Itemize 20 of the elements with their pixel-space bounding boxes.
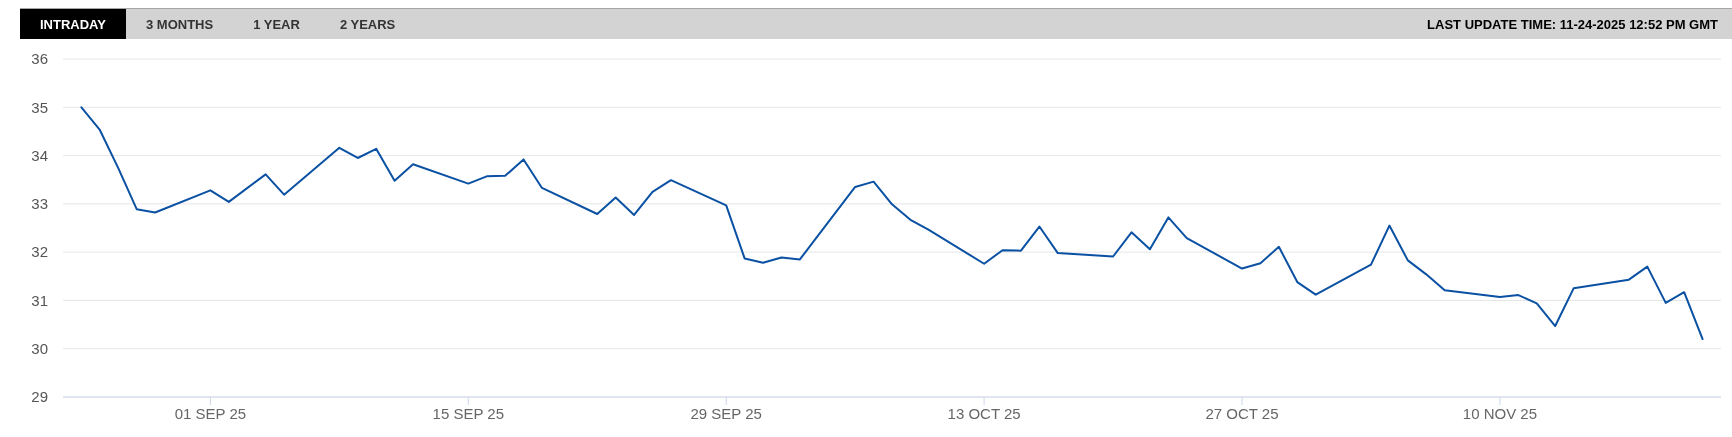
x-tick-label: 13 OCT 25: [947, 404, 1021, 422]
x-tick-label: 01 SEP 25: [174, 404, 247, 422]
y-tick-label: 30: [31, 340, 48, 358]
y-tick-label: 36: [31, 50, 48, 68]
x-tick-label: 15 SEP 25: [432, 404, 505, 422]
y-tick-label: 33: [31, 195, 48, 213]
y-tick-label: 35: [31, 98, 48, 116]
text: 2 YEARS: [338, 15, 397, 34]
tab: INTRADAY: [20, 9, 126, 39]
y-tick-label: 31: [31, 291, 48, 309]
y-tick-label: 29: [31, 388, 48, 406]
text: 1 YEAR: [252, 15, 301, 34]
line-series: [80, 106, 1704, 341]
x-tick-label: 29 SEP 25: [690, 404, 762, 422]
y-tick-label: 32: [31, 243, 48, 261]
text: 3 MONTHS: [145, 15, 215, 34]
x-tick-label: 10 NOV 25: [1462, 404, 1538, 422]
chart-subtitle: LAST UPDATE TIME: 11-24-2025 12:52 PM GMT: [1427, 15, 1719, 34]
y-tick-label: 34: [31, 146, 48, 164]
x-tick-label: 27 OCT 25: [1205, 404, 1279, 422]
